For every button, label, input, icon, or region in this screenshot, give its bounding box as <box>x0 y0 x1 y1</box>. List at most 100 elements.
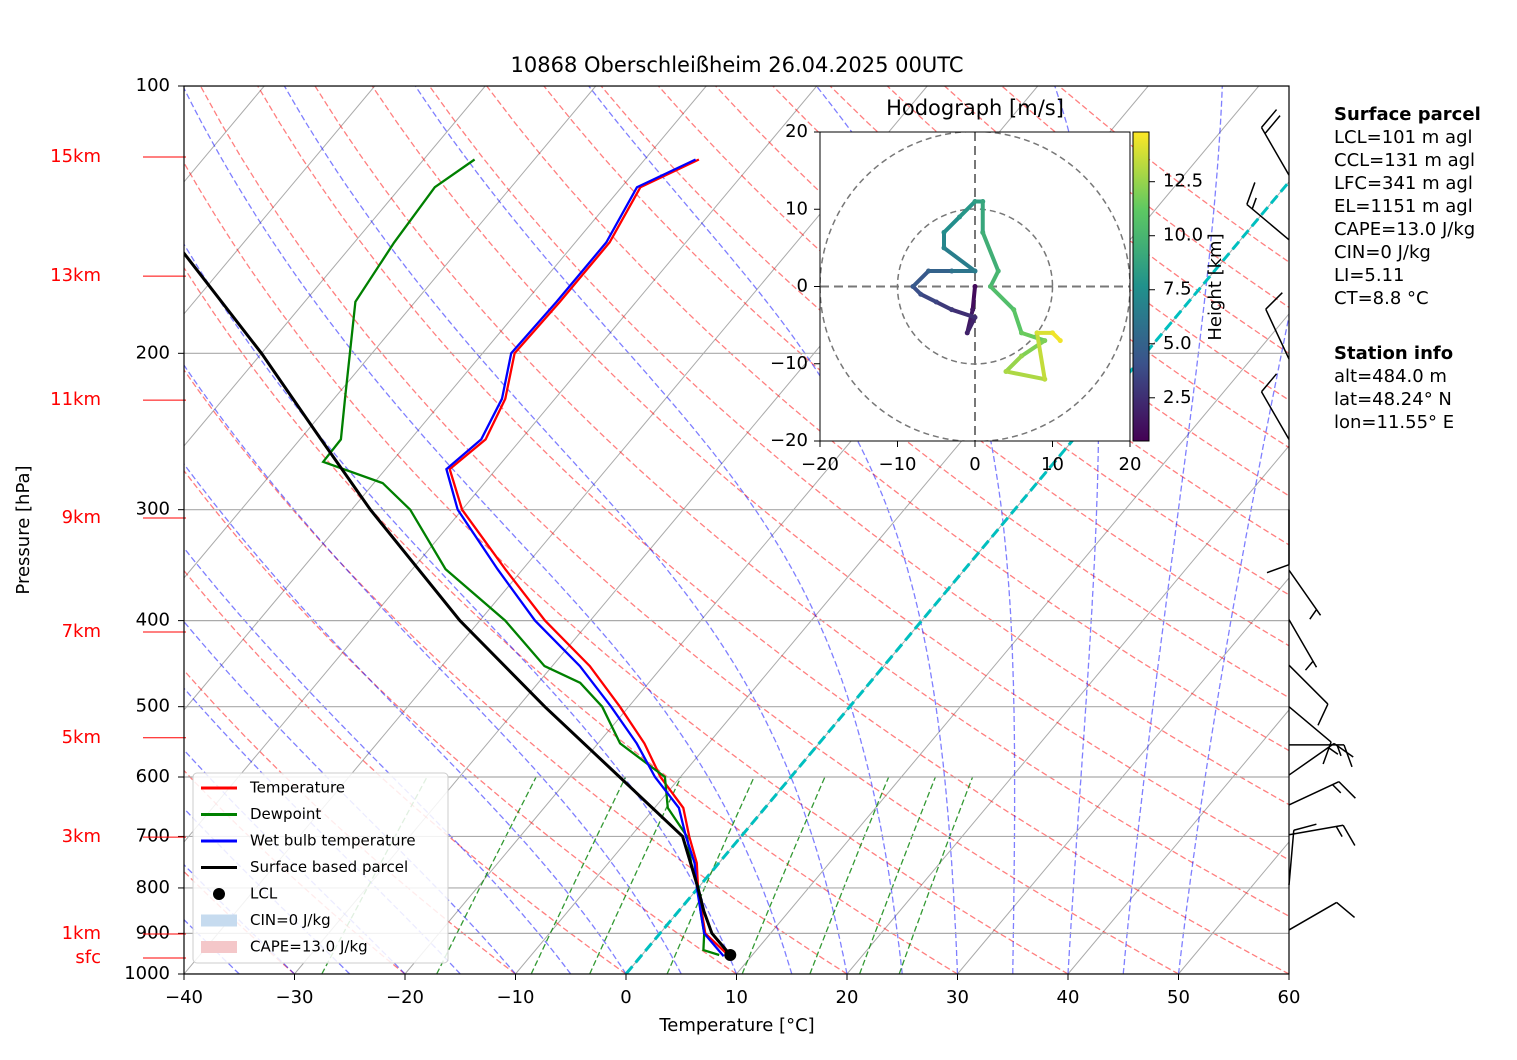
hodo-y-tick-label: −10 <box>770 353 808 374</box>
hodograph-segment <box>911 269 931 289</box>
info-line: CCL=131 m agl <box>1334 150 1475 171</box>
hodograph-segment <box>1011 307 1024 335</box>
dry-adiabat <box>428 86 1289 806</box>
hodograph-segment <box>970 284 977 312</box>
mixing-line <box>436 776 537 974</box>
info-line: lat=48.24° N <box>1334 389 1452 410</box>
info-line: CAPE=13.0 J/kg <box>1334 219 1475 240</box>
height-tick-label: 13km <box>50 265 101 286</box>
info-line: CIN=0 J/kg <box>1334 242 1431 263</box>
y-axis-label: Pressure [hPa] <box>13 465 34 594</box>
y-tick-label: 300 <box>136 499 170 520</box>
isotherm <box>184 86 707 711</box>
height-tick-label: 15km <box>50 146 101 167</box>
y-tick-label: 700 <box>136 825 170 846</box>
wind-barb <box>1246 182 1290 241</box>
legend-label: CAPE=13.0 J/kg <box>250 938 368 956</box>
legend: Temperature Dewpoint Wet bulb temperature S… <box>192 772 449 964</box>
dry-adiabat <box>486 86 1289 752</box>
hodograph-segment <box>1004 369 1047 382</box>
y-tick-label: 600 <box>136 766 170 787</box>
hodo-x-tick-label: 10 <box>1041 454 1064 475</box>
wind-barb <box>1260 373 1290 440</box>
moist-adiabat <box>184 462 627 974</box>
colorbar-tick-label: 2.5 <box>1163 387 1192 408</box>
colorbar-tick-label: 10.0 <box>1163 225 1203 246</box>
legend-swatch <box>201 941 237 953</box>
legend-label: LCL <box>250 885 278 903</box>
colorbar <box>1132 131 1150 442</box>
dry-adiabat <box>199 86 1179 974</box>
hodograph-segment <box>988 284 1016 312</box>
dry-adiabat <box>772 86 1289 497</box>
height-tick-label: 7km <box>62 621 101 642</box>
lcl-marker <box>724 949 737 962</box>
moist-adiabat <box>283 86 848 974</box>
dry-adiabat <box>314 86 1289 917</box>
legend-label: Wet bulb temperature <box>250 832 416 850</box>
chart-title: 10868 Oberschleißheim 26.04.2025 00UTC <box>511 53 964 77</box>
hodo-x-tick-label: −10 <box>879 454 917 475</box>
hodograph-segment <box>942 214 962 235</box>
y-tick-label: 200 <box>136 342 170 363</box>
isotherm <box>736 313 1289 974</box>
isotherm <box>1067 709 1289 974</box>
y-tick-label: 400 <box>136 610 170 631</box>
legend-label: Dewpoint <box>250 805 321 823</box>
x-axis-label: Temperature [°C] <box>658 1015 814 1036</box>
wind-barb <box>1288 664 1329 726</box>
x-tick-label: −20 <box>386 987 424 1008</box>
legend-label: CIN=0 J/kg <box>250 911 331 929</box>
x-tick-label: 60 <box>1278 987 1301 1008</box>
x-tick-label: −40 <box>165 987 203 1008</box>
profile-line <box>448 158 731 958</box>
y-tick-label: 100 <box>136 75 170 96</box>
hodograph-segment <box>934 299 954 312</box>
colorbar-tick-label: 5.0 <box>1163 333 1192 354</box>
info-line: alt=484.0 m <box>1334 366 1447 387</box>
legend-swatch <box>201 914 237 927</box>
info-line: EL=1151 m agl <box>1334 196 1473 217</box>
x-tick-label: 10 <box>725 987 748 1008</box>
colorbar-label: Height [km] <box>1205 233 1226 340</box>
wind-barb <box>1288 823 1317 886</box>
info-line: LI=5.11 <box>1334 265 1405 286</box>
moist-adiabat <box>184 86 793 974</box>
y-tick-label: 800 <box>136 877 170 898</box>
hodo-x-tick-label: 20 <box>1119 454 1142 475</box>
hodograph-segment <box>957 199 977 219</box>
height-tick-label: 9km <box>62 507 101 528</box>
info-title: Station info <box>1334 343 1453 364</box>
hodograph-segment <box>1019 330 1047 343</box>
hodo-y-tick-label: 20 <box>785 121 808 142</box>
wind-barb <box>1288 706 1332 765</box>
legend-swatch <box>213 888 225 900</box>
moist-adiabat <box>184 364 682 974</box>
legend-label: Surface based parcel <box>250 858 408 876</box>
wind-barb <box>1266 509 1290 574</box>
x-tick-label: −30 <box>276 987 314 1008</box>
legend-box <box>192 772 449 964</box>
moist-adiabat <box>1122 86 1223 974</box>
info-line: LCL=101 m agl <box>1334 127 1473 148</box>
wind-barb <box>1289 744 1353 768</box>
hodograph-segment <box>1004 354 1024 374</box>
info-line: LFC=341 m agl <box>1334 173 1473 194</box>
hodograph-segment <box>965 315 977 335</box>
hodograph-point <box>1057 338 1063 344</box>
legend-label: Temperature <box>249 779 345 797</box>
wind-barb <box>1288 901 1356 931</box>
height-tick-label: 1km <box>62 923 101 944</box>
dry-adiabat <box>257 86 1289 974</box>
moist-adiabat <box>414 86 903 974</box>
wind-barb <box>1288 824 1356 846</box>
height-tick-label: sfc <box>75 947 101 968</box>
height-tick-label: 5km <box>62 727 101 748</box>
colorbar-tick-label: 7.5 <box>1163 279 1192 300</box>
isotherm <box>184 86 486 447</box>
wind-barb <box>1288 780 1356 806</box>
freezing-isotherm <box>624 179 1289 974</box>
y-tick-label: 500 <box>136 696 170 717</box>
